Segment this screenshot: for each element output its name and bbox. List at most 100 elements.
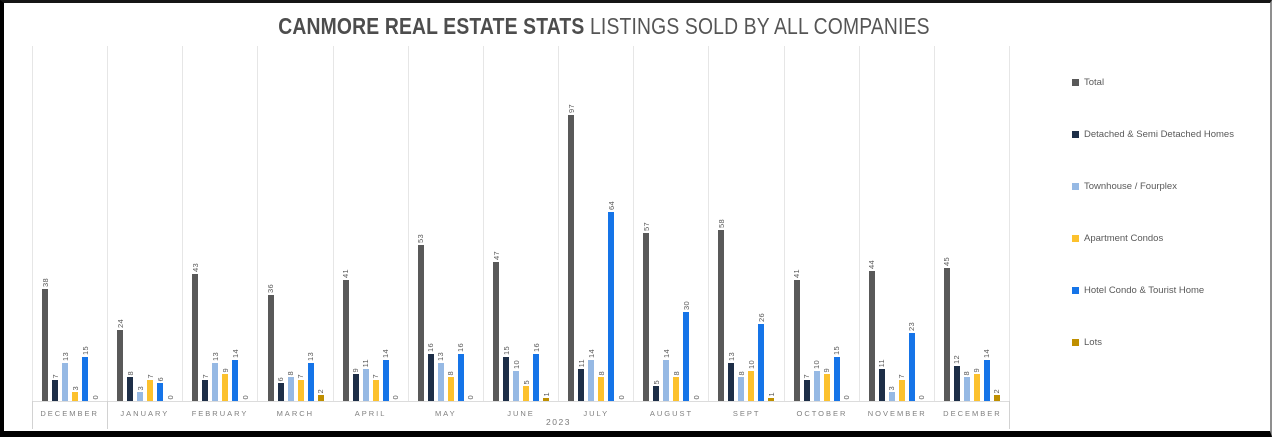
bar-lots: 0	[466, 46, 476, 401]
bar-hotel-condo-tourist-home: 14	[230, 46, 240, 401]
bar-value-label: 7	[802, 373, 812, 378]
axis-label-february-2: FEBRUARY	[191, 409, 249, 418]
bar-total: 43	[190, 46, 200, 401]
year-divider-right	[1009, 401, 1010, 429]
bar-value-label: 14	[230, 349, 240, 358]
bar-rect	[42, 289, 49, 401]
axis-label-july-7: JULY	[583, 409, 610, 418]
bar-rect	[683, 312, 690, 401]
bar-lots: 2	[316, 46, 326, 401]
bar-total: 36	[266, 46, 276, 401]
bar-apartment-condos: 7	[897, 46, 907, 401]
legend-item-total: Total	[1072, 77, 1234, 88]
bar-value-label: 10	[746, 360, 756, 369]
bar-apartment-condos: 7	[145, 46, 155, 401]
bar-hotel-condo-tourist-home: 6	[155, 46, 165, 401]
bar-value-label: 0	[917, 394, 927, 399]
bar-rect	[718, 230, 725, 401]
bar-group-march-3: 36 6 8 7 13 2	[257, 46, 332, 401]
bar-value-label: 8	[446, 370, 456, 375]
bar-value-label: 15	[501, 346, 511, 355]
bar-rect	[578, 369, 585, 401]
chart-title: CANMORE REAL ESTATE STATS LISTINGS SOLD …	[100, 13, 1108, 40]
bar-group-december-0: 38 7 13 3 15 0	[32, 46, 107, 401]
bar-group-april-4: 41 9 11 7 14 0	[332, 46, 408, 401]
bar-detached-semi-detached-homes: 13	[726, 46, 736, 401]
bar-lots: 1	[541, 46, 551, 401]
bar-detached-semi-detached-homes: 12	[952, 46, 962, 401]
bar-total: 57	[641, 46, 651, 401]
bar-value-label: 13	[436, 352, 446, 361]
bar-value-label: 14	[661, 349, 671, 358]
bar-detached-semi-detached-homes: 11	[877, 46, 887, 401]
bar-rect	[382, 360, 389, 401]
bar-value-label: 16	[456, 343, 466, 352]
bar-value-label: 64	[606, 201, 616, 210]
legend-label: Total	[1084, 77, 1105, 88]
bar-value-label: 7	[371, 373, 381, 378]
bar-value-label: 5	[521, 379, 531, 384]
bar-rect	[232, 360, 239, 401]
bar-group-december-12: 45 12 8 9 14 2	[933, 46, 1009, 401]
bar-rect	[728, 363, 735, 401]
bar-townhouse-fourplex: 8	[286, 46, 296, 401]
bar-lots: 2	[992, 46, 1002, 401]
bar-rect	[222, 374, 229, 401]
bar-detached-semi-detached-homes: 8	[125, 46, 135, 401]
bar-rect	[748, 371, 755, 401]
bar-value-label: 41	[341, 269, 351, 278]
bar-rect	[147, 380, 154, 401]
axis-label-november-11: NOVEMBER	[867, 409, 927, 418]
bar-detached-semi-detached-homes: 5	[651, 46, 661, 401]
bar-rect	[202, 380, 209, 401]
bar-rect	[878, 369, 885, 401]
bar-apartment-condos: 7	[296, 46, 306, 401]
bar-rect	[738, 377, 745, 401]
bar-townhouse-fourplex: 13	[436, 46, 446, 401]
bar-rect	[267, 295, 274, 401]
bar-value-label: 2	[992, 388, 1002, 393]
year-divider-december-january	[107, 401, 108, 429]
bar-hotel-condo-tourist-home: 16	[531, 46, 541, 401]
axis-label-january-1: JANUARY	[120, 409, 170, 418]
bar-value-label: 16	[426, 343, 436, 352]
bar-value-label: 10	[511, 360, 521, 369]
legend-swatch-icon	[1072, 79, 1079, 86]
year-divider-left	[32, 401, 33, 429]
bar-detached-semi-detached-homes: 9	[351, 46, 361, 401]
bar-rect	[457, 354, 464, 401]
bar-value-label: 0	[691, 394, 701, 399]
axis-label-june-6: JUNE	[507, 409, 535, 418]
bar-lots: 0	[842, 46, 852, 401]
bar-rect	[868, 271, 875, 401]
legend-label: Hotel Condo & Tourist Home	[1084, 285, 1205, 296]
bar-value-label: 7	[296, 373, 306, 378]
bar-apartment-condos: 8	[671, 46, 681, 401]
bar-rect	[673, 377, 680, 401]
bar-apartment-condos: 5	[521, 46, 531, 401]
bar-rect	[52, 380, 59, 401]
bar-rect	[823, 374, 830, 401]
legend-swatch-icon	[1072, 131, 1079, 138]
legend-label: Townhouse / Fourplex	[1084, 181, 1177, 192]
bar-value-label: 6	[276, 376, 286, 381]
bar-value-label: 15	[832, 346, 842, 355]
bar-value-label: 0	[466, 394, 476, 399]
bar-total: 44	[867, 46, 877, 401]
bar-rect	[192, 274, 199, 401]
bar-total: 38	[40, 46, 50, 401]
bar-rect	[437, 363, 444, 401]
legend-item-townhouse-fourplex: Townhouse / Fourplex	[1072, 181, 1234, 192]
bar-group-june-6: 47 15 10 5 16 1	[482, 46, 558, 401]
bar-value-label: 13	[306, 352, 316, 361]
bar-rect	[653, 386, 660, 401]
bar-value-label: 1	[541, 391, 551, 396]
chart-title-sub: LISTINGS SOLD BY ALL COMPANIES	[590, 13, 930, 39]
bar-value-label: 23	[907, 322, 917, 331]
bar-value-label: 1	[766, 391, 776, 396]
bar-townhouse-fourplex: 8	[736, 46, 746, 401]
bar-hotel-condo-tourist-home: 15	[80, 46, 90, 401]
bar-hotel-condo-tourist-home: 16	[456, 46, 466, 401]
bar-value-label: 0	[240, 394, 250, 399]
